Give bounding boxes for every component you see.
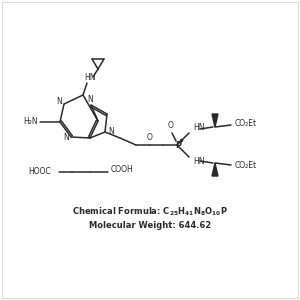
Text: COOH: COOH bbox=[111, 166, 134, 175]
Text: Molecular Weight: 644.62: Molecular Weight: 644.62 bbox=[89, 221, 211, 230]
Text: Chemical Formula: $\mathregular{C_{25}H_{41}N_8O_{10}P}$: Chemical Formula: $\mathregular{C_{25}H_… bbox=[72, 206, 228, 218]
Text: HN: HN bbox=[193, 158, 205, 166]
Text: N: N bbox=[56, 98, 62, 106]
Text: HN: HN bbox=[84, 73, 95, 82]
Text: O: O bbox=[147, 134, 153, 142]
Polygon shape bbox=[212, 163, 218, 176]
Text: O: O bbox=[168, 122, 174, 130]
Text: HOOC: HOOC bbox=[28, 167, 51, 176]
Text: CO₂Et: CO₂Et bbox=[235, 119, 257, 128]
Text: HN: HN bbox=[193, 124, 205, 133]
Text: N: N bbox=[108, 127, 114, 136]
Text: P: P bbox=[175, 140, 181, 149]
Polygon shape bbox=[212, 114, 218, 127]
Text: N: N bbox=[87, 94, 93, 103]
Text: CO₂Et: CO₂Et bbox=[235, 161, 257, 170]
Text: H₂N: H₂N bbox=[24, 118, 38, 127]
Text: N: N bbox=[63, 134, 69, 142]
